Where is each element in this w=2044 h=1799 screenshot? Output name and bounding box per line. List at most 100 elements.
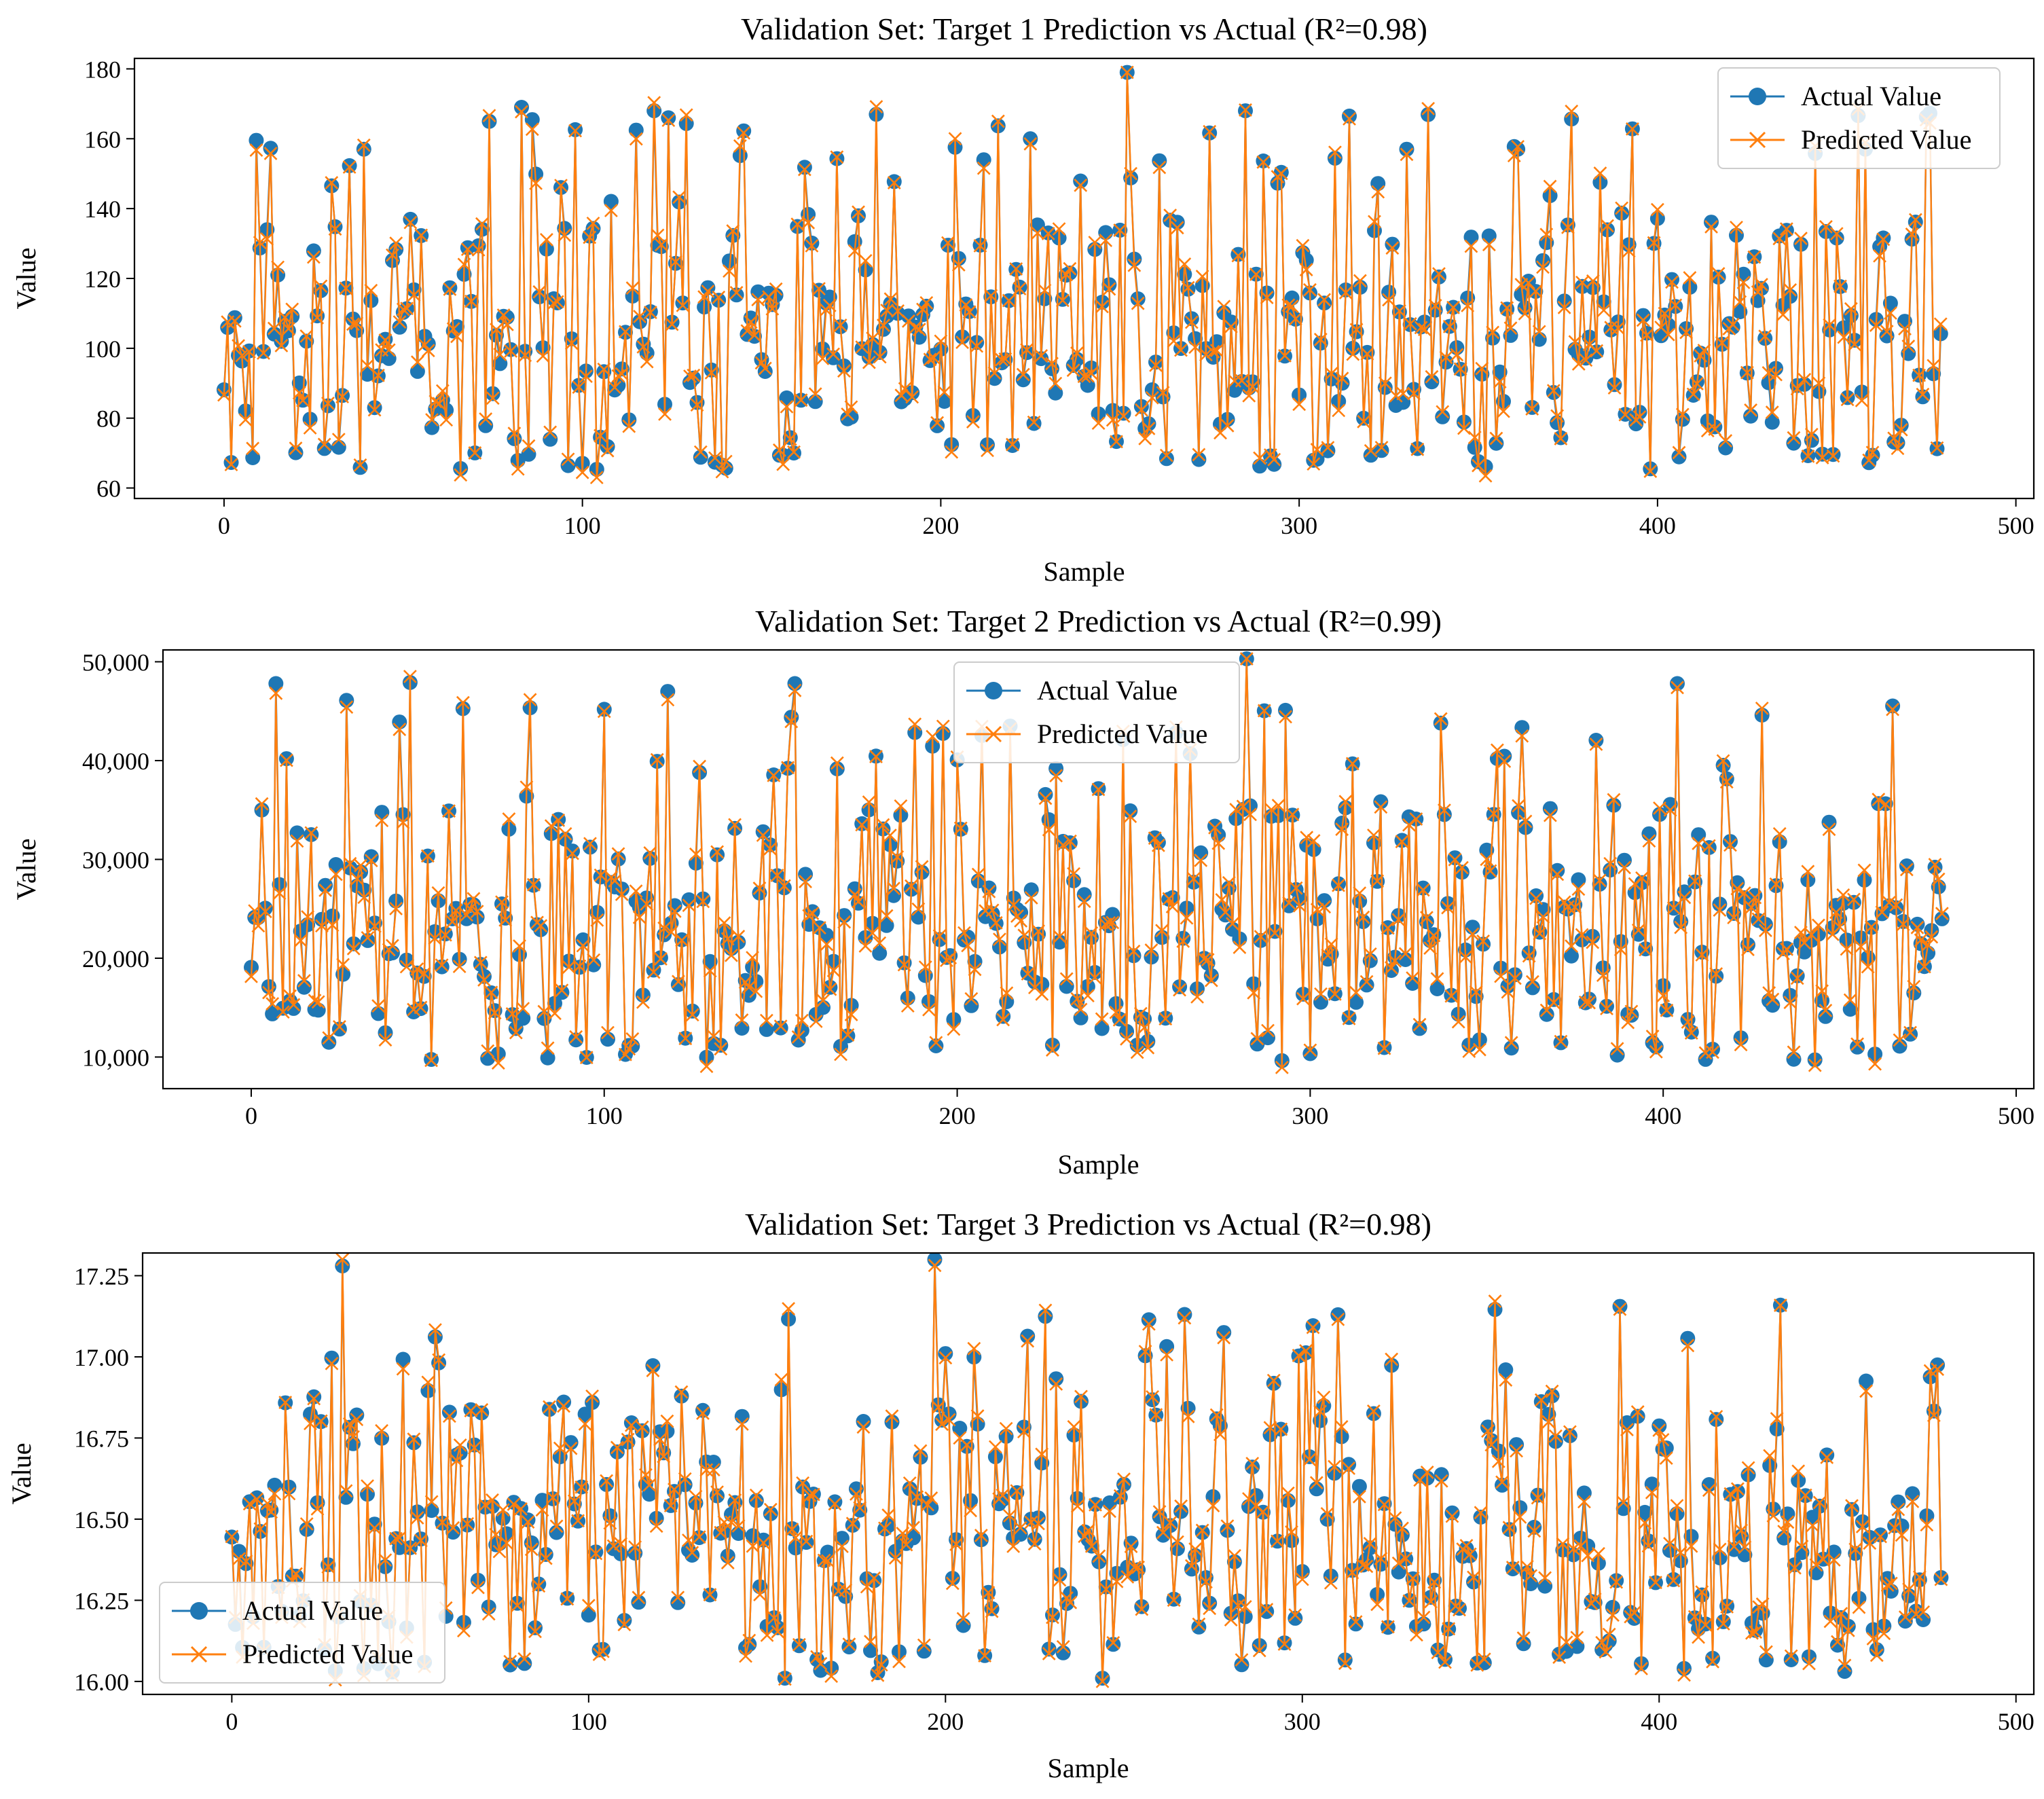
predicted-point [774,1373,788,1387]
actual-point [263,141,278,156]
predicted-point [1281,1486,1295,1500]
predicted-point [817,1553,831,1567]
predicted-point [1042,1647,1056,1660]
predicted-point [1484,1438,1499,1452]
predicted-point [1310,443,1324,456]
predicted-point [1869,1648,1884,1662]
predicted-point [740,324,754,338]
predicted-point [668,255,682,269]
predicted-point [955,335,969,350]
predicted-point [1590,344,1604,358]
predicted-point [1120,1032,1133,1046]
predicted-point [674,1385,689,1399]
predicted-point [708,451,722,465]
predicted-point [260,232,274,246]
predicted-point [647,96,661,110]
predicted-point [1285,807,1300,822]
predicted-point [587,953,601,967]
y-tick-label: 17.00 [74,1344,129,1371]
predicted-point [1846,892,1861,907]
predicted-point [1331,1312,1345,1326]
predicted-point [1681,1015,1695,1029]
predicted-point [733,139,747,153]
predicted-point [1320,1507,1334,1521]
predicted-point [1030,226,1044,240]
predicted-point [1507,149,1521,163]
predicted-point [1431,1646,1445,1660]
predicted-point [1012,282,1027,296]
predicted-point [493,347,507,361]
predicted-point [1740,365,1754,380]
predicted-point [1306,1320,1320,1334]
predicted-point [367,403,382,417]
x-tick-label: 500 [1998,512,2034,539]
predicted-point [438,928,452,942]
actual-point [575,932,591,947]
predicted-point [1829,905,1843,920]
predicted-point [507,1497,521,1511]
predicted-point [1736,275,1751,289]
predicted-point [1883,306,1897,320]
predicted-point [820,1554,835,1568]
predicted-point [1441,901,1455,915]
predicted-point [1716,754,1730,768]
actual-point [976,152,991,168]
predicted-point [1525,402,1539,416]
predicted-point [926,729,940,744]
predicted-point [1249,268,1263,281]
actual-point [554,985,570,1000]
predicted-point [744,315,758,329]
predicted-point [1374,441,1389,454]
predicted-point [1783,283,1797,297]
predicted-point [1827,1552,1841,1567]
predicted-point [1307,834,1321,848]
predicted-point [511,462,525,476]
predicted-point [1652,1423,1666,1437]
predicted-point [1741,1461,1755,1475]
predicted-point [1338,795,1353,809]
predicted-point [318,884,333,897]
actual-point [1664,272,1679,287]
predicted-point [546,1491,560,1505]
predicted-point [897,958,911,972]
predicted-point [454,468,468,482]
predicted-point [812,921,826,935]
predicted-point [1779,222,1793,236]
predicted-point [539,233,553,247]
predicted-point [1307,457,1321,471]
actual-point [563,1435,579,1451]
predicted-point [453,1438,467,1452]
predicted-point [1677,890,1692,905]
predicted-point [1747,250,1762,264]
predicted-point [597,362,611,376]
actual-point [1370,176,1386,192]
predicted-point [706,1030,720,1043]
predicted-point [420,849,435,863]
predicted-point [1607,381,1622,395]
predicted-point [657,1449,671,1464]
predicted-point [1281,298,1296,312]
predicted-point [364,283,378,297]
actual-point [797,160,812,175]
predicted-point [685,1008,699,1022]
predicted-point [1366,1404,1381,1418]
actual-point [1783,1652,1799,1667]
predicted-point [1141,1040,1155,1055]
x-tick-label: 200 [939,1102,976,1129]
predicted-point [1352,1489,1366,1504]
actual-point [577,1406,593,1422]
predicted-point [625,281,640,295]
actual-point [700,280,716,295]
predicted-point [866,331,880,346]
predicted-point [646,965,661,979]
predicted-point [611,847,625,861]
predicted-point [471,242,486,257]
predicted-point [1861,960,1875,974]
legend-label-predicted: Predicted Value [1801,124,1971,155]
predicted-point [1377,1041,1391,1055]
predicted-point [1690,377,1704,390]
actual-point [1701,1477,1717,1492]
predicted-point [1563,1425,1577,1439]
predicted-point [314,919,329,933]
predicted-point [1570,1631,1584,1645]
